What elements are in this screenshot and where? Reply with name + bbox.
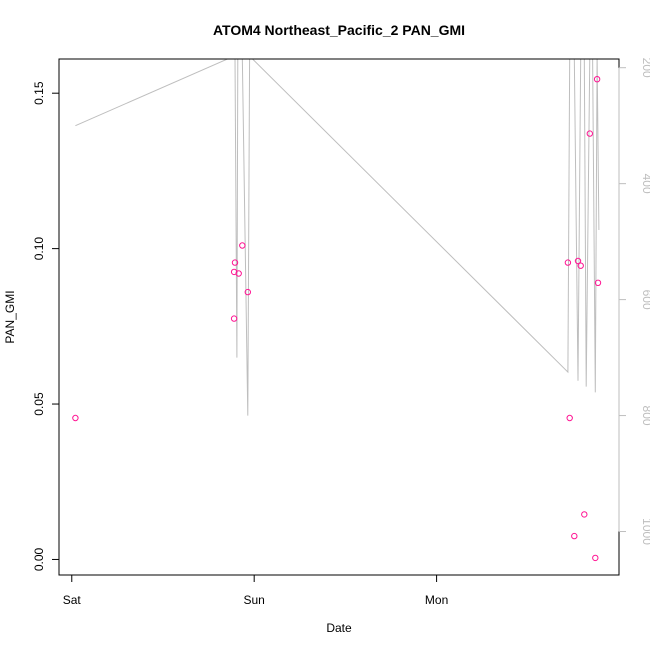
- data-point: [239, 242, 246, 249]
- data-point: [593, 76, 601, 83]
- y-tick-label: 0.05: [32, 392, 46, 416]
- data-point: [244, 288, 252, 296]
- plot-layer: Sat Sun Mon 0.00 0.05 0.10 0.15 200 400 600 800 100…: [32, 58, 650, 607]
- right-tick-label: 200: [640, 58, 650, 78]
- right-tick-label: 400: [640, 174, 650, 194]
- plot-frame: [58, 58, 620, 576]
- data-point: [564, 259, 572, 266]
- altitude-line: [75, 59, 600, 416]
- data-point: [230, 315, 238, 322]
- x-axis-label: Date: [326, 621, 352, 635]
- y-axis-label: PAN_GMI: [3, 290, 17, 343]
- y-tick-label: 0.15: [32, 81, 46, 105]
- data-point: [72, 414, 79, 422]
- data-point: [577, 262, 584, 269]
- data-point: [574, 257, 582, 265]
- data-point: [581, 511, 588, 518]
- chart-title: ATOM4 Northeast_Pacific_2 PAN_GMI: [213, 22, 465, 38]
- right-tick-label: 800: [640, 406, 650, 426]
- y-tick-label: 0.00: [32, 547, 46, 571]
- right-tick-label: 1000: [640, 518, 650, 545]
- data-point: [594, 279, 602, 286]
- data-point: [231, 259, 239, 266]
- data-point: [571, 532, 578, 540]
- x-tick-label: Sun: [243, 593, 264, 607]
- x-tick-label: Sat: [63, 593, 82, 607]
- data-point: [592, 554, 599, 562]
- data-point: [586, 130, 593, 137]
- data-point: [566, 414, 573, 422]
- y-tick-label: 0.10: [32, 237, 46, 261]
- right-tick-label: 600: [640, 290, 650, 310]
- data-point: [235, 270, 242, 277]
- x-tick-label: Mon: [425, 593, 448, 607]
